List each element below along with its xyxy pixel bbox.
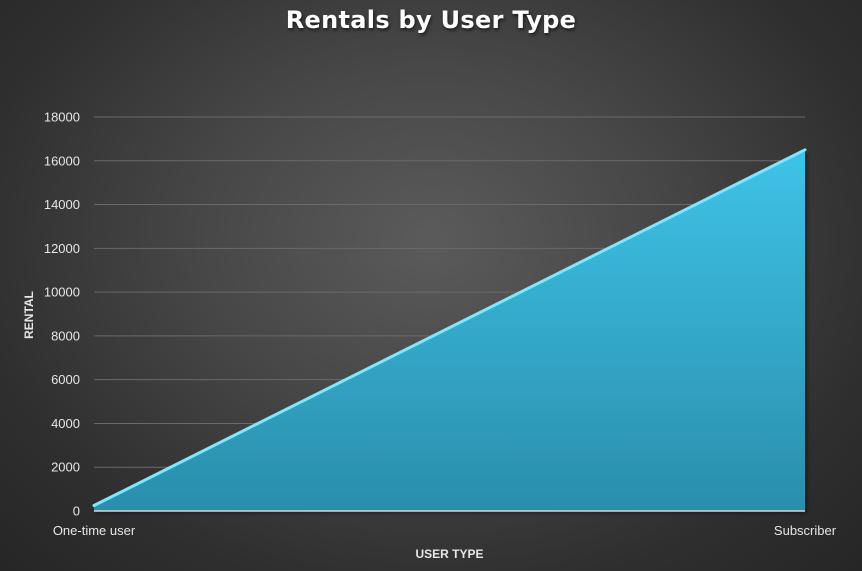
x-tick-labels: One-time user Subscriber [53,523,837,538]
y-tick-label: 12000 [44,241,80,256]
x-tick-label: Subscriber [774,523,837,538]
y-tick-label: 10000 [44,285,80,300]
y-tick-label: 4000 [51,416,80,431]
x-tick-label: One-time user [53,523,136,538]
y-tick-label: 2000 [51,460,80,475]
y-tick-label: 14000 [44,197,80,212]
area-top-edge [92,148,807,508]
x-axis-label: USER TYPE [415,547,483,561]
chart-title: Rentals by User Type [285,6,577,34]
y-tick-label: 6000 [51,372,80,387]
y-tick-label: 18000 [44,110,80,125]
y-tick-label: 16000 [44,153,80,168]
y-axis-label: RENTAL [22,291,36,339]
y-tick-label: 0 [73,504,80,519]
y-tick-labels: 0 2000 4000 6000 8000 10000 12000 14000 16000 180… [44,110,80,519]
area-series [92,148,807,512]
y-tick-label: 8000 [51,328,80,343]
